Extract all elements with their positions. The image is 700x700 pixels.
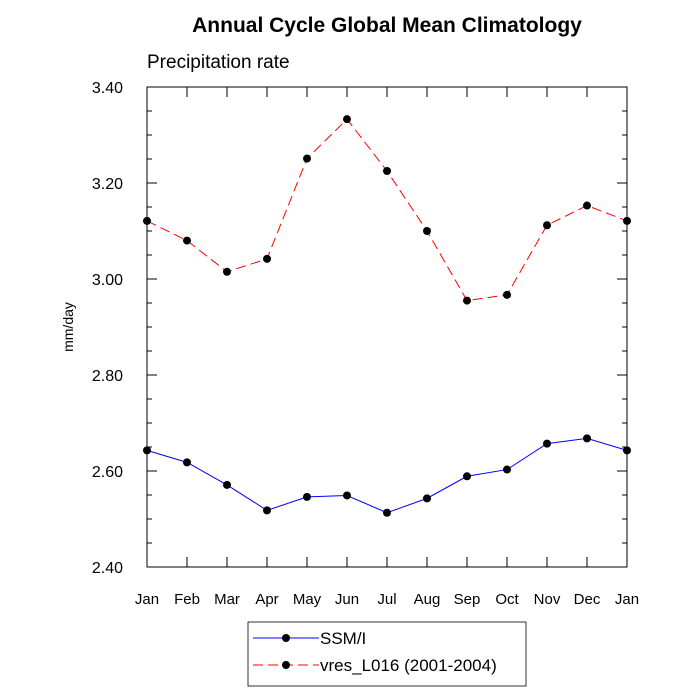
chart-title: Annual Cycle Global Mean Climatology xyxy=(192,14,582,37)
data-point-series-0 xyxy=(623,446,631,455)
chart-subtitle: Precipitation rate xyxy=(147,52,290,73)
data-point-series-0 xyxy=(343,491,351,500)
x-tick-label: Sep xyxy=(454,591,481,608)
y-tick-label: 2.60 xyxy=(92,464,123,481)
x-tick-label: Feb xyxy=(174,591,200,608)
y-tick-label: 3.20 xyxy=(92,176,123,193)
legend: SSM/I vres_L016 (2001-2004) xyxy=(247,621,527,687)
data-point-series-1 xyxy=(463,296,471,305)
legend-label-0: SSM/I xyxy=(320,629,366,648)
y-tick-label: 3.40 xyxy=(92,80,123,97)
data-point-series-0 xyxy=(463,472,471,481)
legend-label-1: vres_L016 (2001-2004) xyxy=(320,656,497,675)
x-tick-label: May xyxy=(293,591,322,608)
data-point-series-1 xyxy=(343,115,351,124)
y-axis-label: mm/day xyxy=(60,302,76,352)
data-point-series-0 xyxy=(303,492,311,501)
data-point-series-0 xyxy=(383,508,391,517)
data-point-series-1 xyxy=(223,267,231,276)
data-point-series-1 xyxy=(583,201,591,210)
x-tick-label: Jul xyxy=(377,591,396,608)
data-point-series-1 xyxy=(623,216,631,225)
legend-marker-0 xyxy=(282,634,290,642)
series-line-1 xyxy=(146,118,628,302)
data-point-series-1 xyxy=(543,221,551,230)
y-tick-label: 3.00 xyxy=(92,272,123,289)
x-tick-label: Oct xyxy=(495,591,519,608)
data-point-series-1 xyxy=(143,216,151,225)
series-layer xyxy=(143,115,631,517)
axis-ticks xyxy=(146,86,628,568)
x-tick-label: Mar xyxy=(214,591,240,608)
data-point-series-0 xyxy=(583,434,591,443)
data-point-series-1 xyxy=(383,167,391,175)
x-tick-label: Apr xyxy=(255,591,278,608)
data-point-series-1 xyxy=(303,154,311,163)
data-point-series-0 xyxy=(503,465,511,474)
series-line-0 xyxy=(146,437,628,514)
data-point-series-0 xyxy=(183,458,191,467)
legend-marker-1 xyxy=(282,661,290,669)
data-point-series-0 xyxy=(423,494,431,503)
x-tick-label: Nov xyxy=(534,591,561,608)
y-tick-label: 2.40 xyxy=(92,560,123,577)
data-point-series-0 xyxy=(263,506,271,515)
data-point-series-0 xyxy=(143,446,151,455)
x-tick-label: Dec xyxy=(574,591,601,608)
x-tick-label: Aug xyxy=(414,591,441,608)
data-point-series-0 xyxy=(543,439,551,448)
legend-box xyxy=(247,621,527,687)
x-tick-label: Jan xyxy=(135,591,159,608)
x-tick-label: Jun xyxy=(335,591,359,608)
data-point-series-1 xyxy=(183,236,191,245)
y-tick-labels: 2.40 2.60 2.80 3.00 3.20 3.40 xyxy=(92,80,123,577)
data-point-series-1 xyxy=(503,290,511,299)
y-tick-label: 2.80 xyxy=(92,368,123,385)
data-point-series-1 xyxy=(263,254,271,263)
x-tick-labels: Jan Feb Mar Apr May Jun Jul Aug Sep Oct Nov Dec Jan xyxy=(135,591,639,608)
data-point-series-1 xyxy=(423,227,431,235)
x-tick-label: Jan xyxy=(615,591,639,608)
data-point-series-0 xyxy=(223,480,231,489)
plot-frame xyxy=(146,86,628,568)
